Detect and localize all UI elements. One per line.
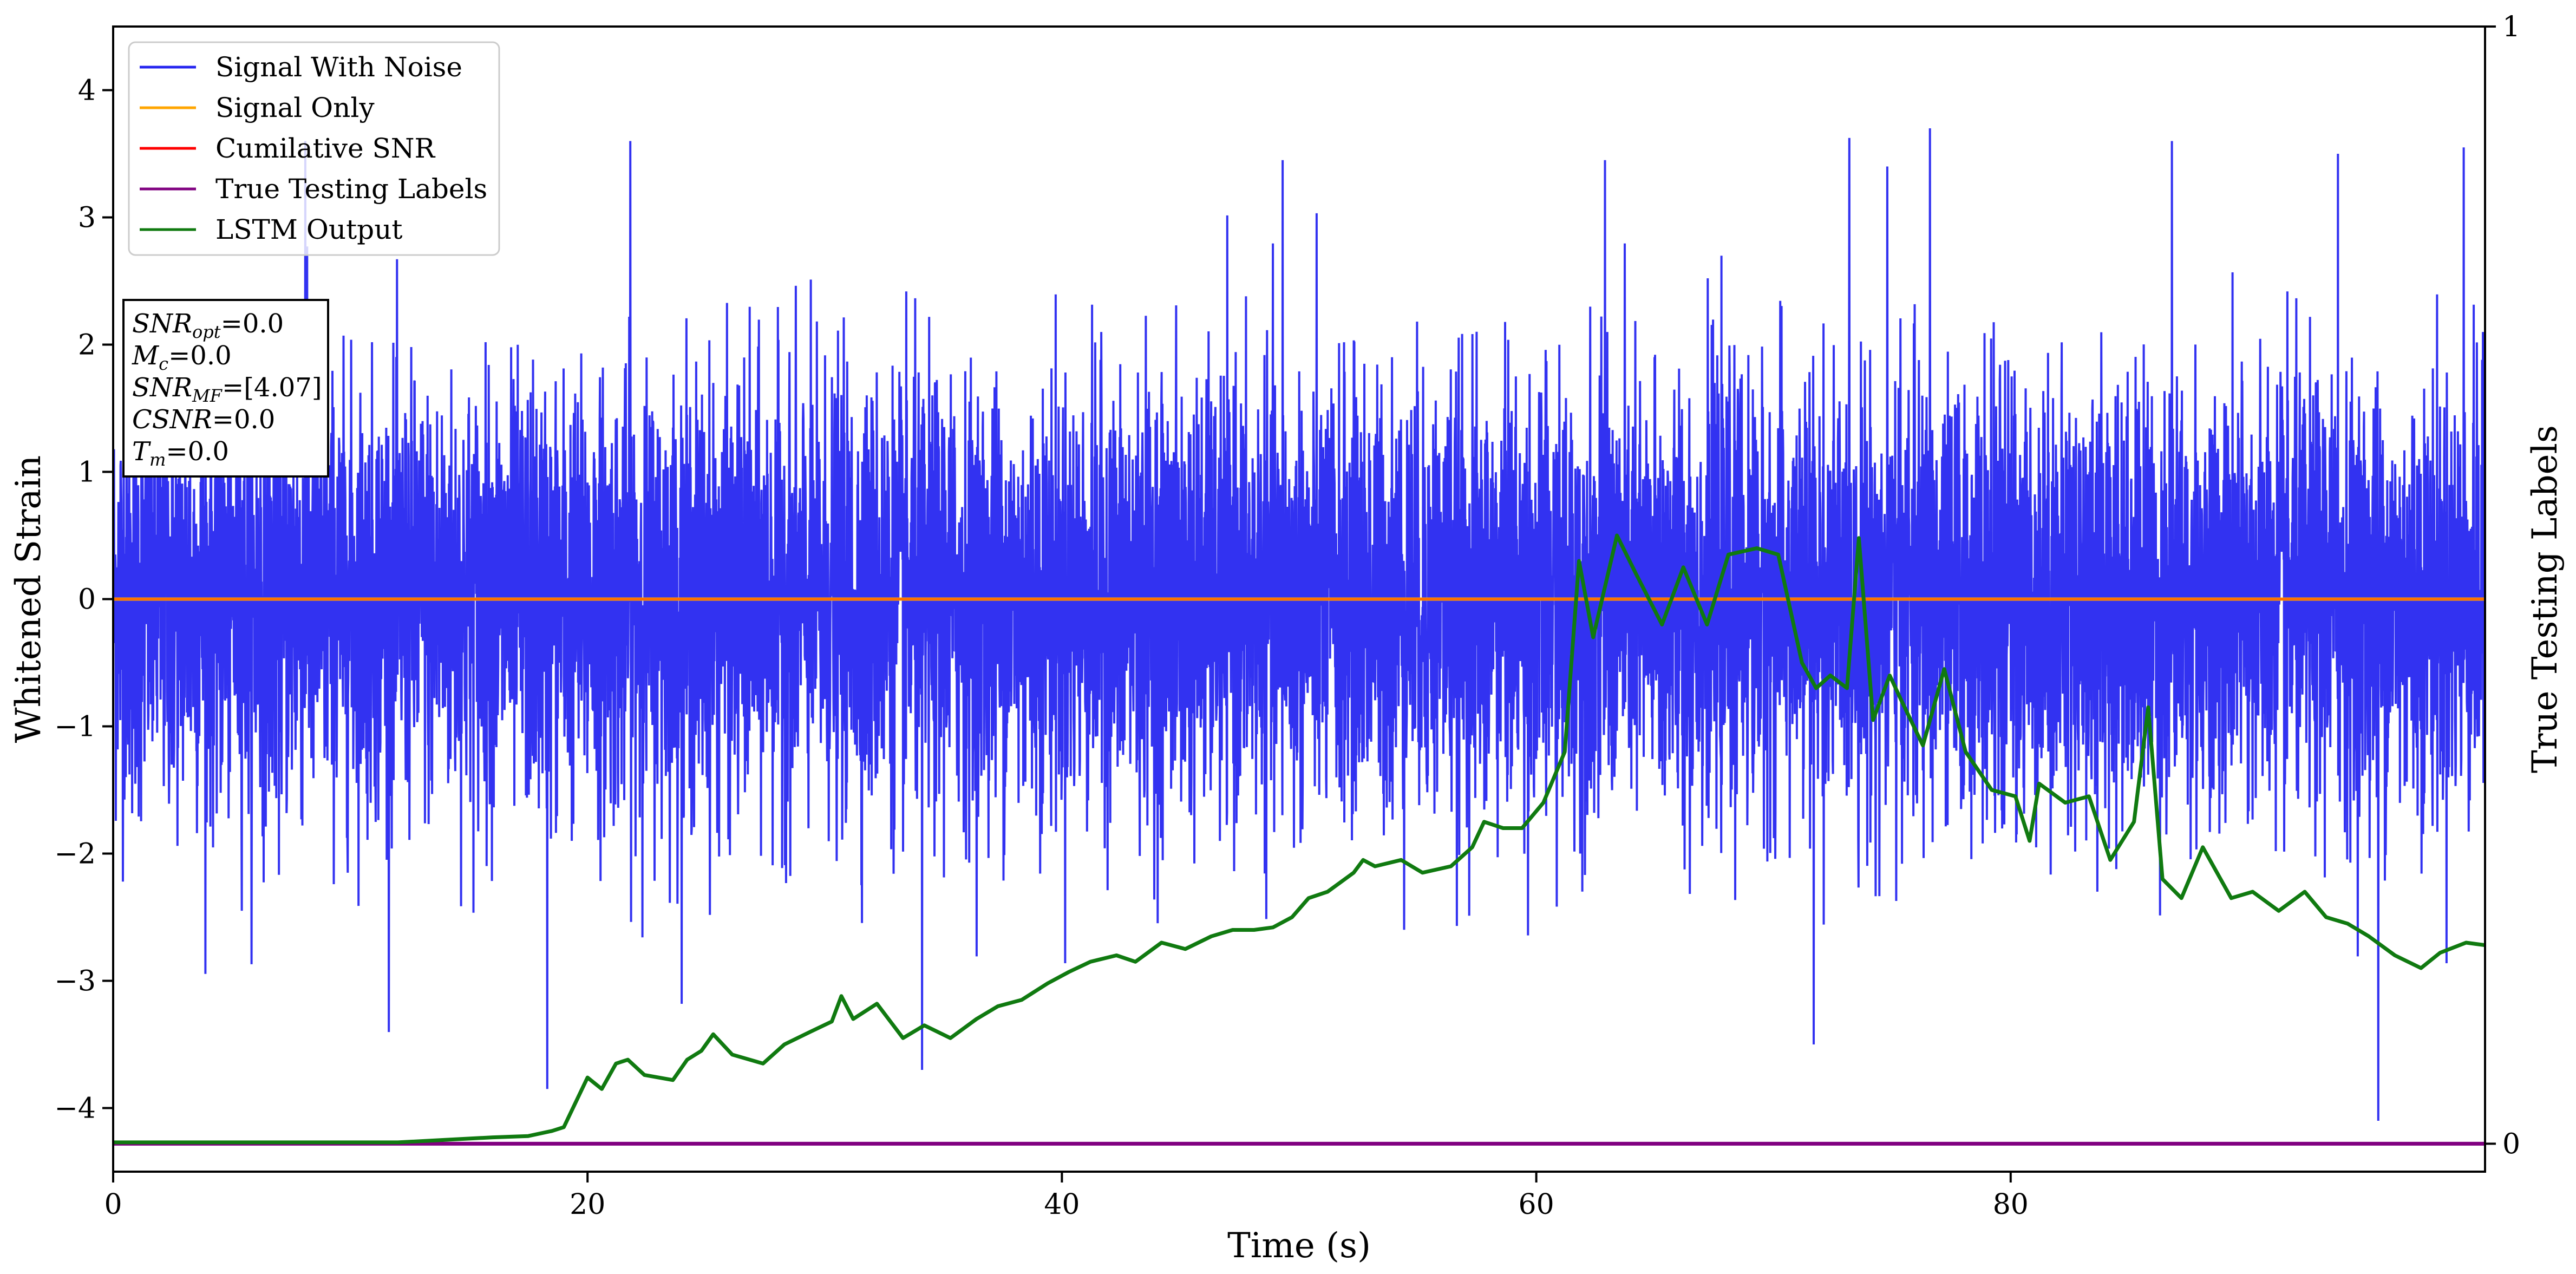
- annotation-line: CSNR=0.0: [132, 404, 275, 435]
- annotation-line: SNRMF=[4.07]: [132, 373, 322, 406]
- annotation-subscript: opt: [192, 322, 221, 342]
- y-tick-label: −4: [54, 1093, 96, 1125]
- annotation-box: SNRopt=0.0Mc=0.0SNRMF=[4.07]CSNR=0.0Tm=0…: [122, 299, 329, 478]
- series-signal-with-noise-line: [113, 128, 2485, 1121]
- x-axis-title: Time (s): [1227, 1226, 1371, 1266]
- y-tick-label: 0: [78, 584, 96, 616]
- y-tick-label: 2: [78, 329, 96, 362]
- y-tick-label: −3: [54, 965, 96, 998]
- axes: 0 20 40 60 80 4 3 2 1 0 −1 −2 −3 −4 1 0 Time (s) Whitened…: [9, 11, 2565, 1266]
- series-lstm-output-line: [113, 533, 2485, 1145]
- annotation-value: =[4.07]: [222, 373, 322, 403]
- annotation-symbol: M: [132, 341, 160, 371]
- annotation-value: =0.0: [166, 436, 229, 467]
- legend-label: True Testing Labels: [215, 173, 487, 205]
- x-tick-label: 80: [1993, 1188, 2029, 1221]
- annotation-symbol: SNR: [132, 373, 192, 403]
- legend: Signal With Noise Signal Only Cumilative S…: [128, 41, 500, 256]
- x-tick-label: 60: [1519, 1188, 1554, 1221]
- annotation-subscript: m: [149, 449, 166, 470]
- y-tick-label: −1: [54, 711, 96, 743]
- annotation-subscript: c: [159, 354, 168, 374]
- x-tick-label: 20: [570, 1188, 605, 1221]
- x-tick-label: 0: [104, 1188, 122, 1221]
- annotation-symbol: CSNR: [132, 404, 212, 435]
- legend-label: LSTM Output: [215, 214, 402, 245]
- y2-tick-label: 0: [2502, 1128, 2520, 1160]
- annotation-value: =0.0: [168, 341, 232, 371]
- x-tick-label: 40: [1044, 1188, 1080, 1221]
- annotation-line: SNRopt=0.0: [132, 309, 284, 342]
- y-tick-label: 4: [78, 75, 96, 107]
- annotation-value: =0.0: [221, 309, 284, 339]
- y2-tick-label: 1: [2502, 11, 2520, 43]
- y2-axis-title: True Testing Labels: [2525, 425, 2565, 773]
- annotation-line: Tm=0.0: [132, 436, 229, 470]
- legend-label: Cumilative SNR: [215, 133, 435, 164]
- plot-area: [113, 128, 2485, 1146]
- legend-label: Signal With Noise: [215, 51, 462, 83]
- y-tick-label: 3: [78, 202, 96, 234]
- annotation-value: =0.0: [212, 404, 276, 435]
- y-axis-title: Whitened Strain: [9, 455, 49, 743]
- annotation-symbol: SNR: [132, 309, 192, 339]
- legend-frame: [128, 41, 500, 256]
- annotation-subscript: MF: [192, 386, 223, 406]
- y-tick-label: 1: [78, 456, 96, 489]
- y-tick-label: −2: [54, 838, 96, 871]
- legend-label: Signal Only: [215, 92, 375, 123]
- annotation-frame: [122, 299, 329, 478]
- annotation-line: Mc=0.0: [132, 341, 232, 374]
- annotation-symbol: T: [132, 436, 151, 467]
